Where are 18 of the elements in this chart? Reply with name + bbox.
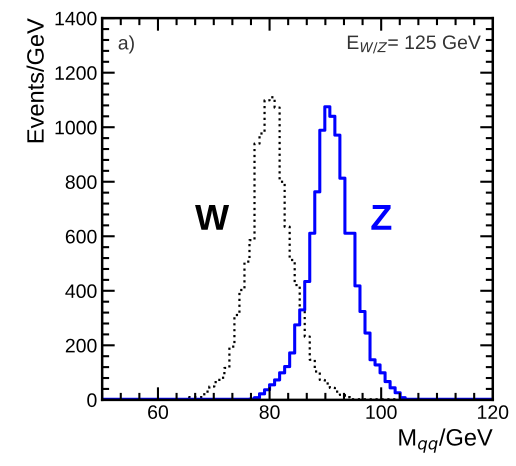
x-tick-label: 100: [366, 405, 397, 419]
y-tick-label: 1400: [56, 12, 97, 26]
x-axis-title: M$_{qq}$/GeV: [399, 428, 493, 453]
y-tick-label: 1200: [56, 66, 97, 80]
series-label: W: [195, 204, 230, 230]
y-axis-title: Events/GeV: [26, 18, 44, 142]
annotation: E$_{W/Z}$= 125 GeV: [348, 35, 481, 54]
y-tick-label: 200: [66, 338, 97, 353]
annotation: a): [118, 35, 134, 54]
x-tick-label: 60: [148, 405, 168, 419]
y-tick-label: 400: [65, 284, 97, 298]
y-tick-label: 1000: [56, 120, 97, 134]
y-tick-label: 600: [66, 230, 97, 244]
y-tick-label: 0: [87, 393, 97, 408]
series-label: Z: [371, 204, 392, 230]
y-tick-label: 800: [66, 175, 97, 189]
x-tick-label: 120: [478, 405, 508, 419]
x-tick-label: 80: [260, 405, 280, 419]
